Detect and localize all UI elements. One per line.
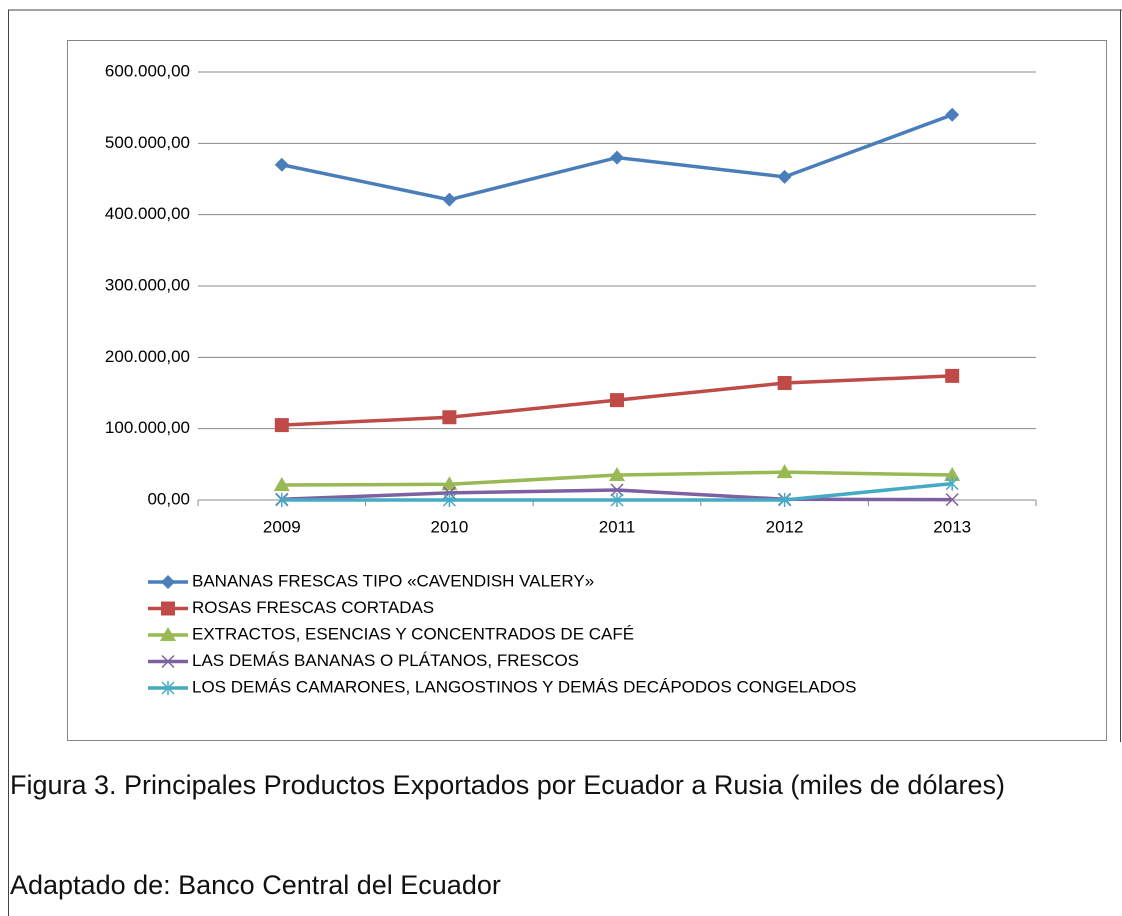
legend-label: ROSAS FRESCAS CORTADAS — [192, 598, 434, 617]
marker — [776, 464, 793, 479]
marker — [161, 575, 175, 589]
marker — [610, 483, 624, 497]
caption: Figura 3. Principales Productos Exportad… — [10, 770, 1005, 800]
legend-label: LAS DEMÁS BANANAS O PLÁTANOS, FRESCOS — [192, 651, 579, 670]
y-tick-label: 100.000,00 — [105, 418, 190, 437]
x-tick-label: 2009 — [263, 517, 301, 536]
marker — [275, 493, 289, 507]
marker — [609, 467, 625, 482]
y-tick-label: 200.000,00 — [105, 347, 190, 366]
y-tick-label: 500.000,00 — [105, 133, 190, 152]
marker — [161, 681, 175, 695]
marker — [945, 493, 959, 507]
marker — [610, 150, 624, 165]
marker — [778, 493, 792, 507]
legend-label: LOS DEMÁS CAMARONES, LANGOSTINOS Y DEMÁS… — [192, 677, 856, 696]
source: Adaptado de: Banco Central del Ecuador — [10, 870, 501, 900]
marker — [777, 376, 792, 391]
x-tick-label: 2010 — [430, 517, 468, 536]
marker — [945, 368, 960, 383]
y-tick-label: 300.000,00 — [105, 275, 190, 294]
marker — [161, 654, 175, 669]
marker — [442, 493, 456, 507]
marker — [945, 476, 959, 491]
y-tick-label: 00,00 — [147, 489, 190, 508]
x-tick-label: 2011 — [599, 517, 636, 536]
marker — [274, 418, 289, 433]
marker — [441, 476, 458, 491]
y-tick-label: 600.000,00 — [105, 61, 190, 80]
marker — [944, 467, 961, 482]
marker — [945, 107, 960, 122]
chart-border — [67, 40, 1107, 741]
marker — [274, 157, 289, 172]
legend-label: BANANAS FRESCAS TIPO «CAVENDISH VALERY» — [192, 571, 594, 590]
x-tick-label: 2013 — [933, 517, 971, 536]
marker — [442, 192, 457, 207]
marker — [777, 169, 792, 184]
legend-label: EXTRACTOS, ESENCIAS Y CONCENTRADOS DE CA… — [192, 624, 634, 643]
x-tick-label: 2012 — [766, 517, 804, 536]
y-tick-label: 400.000,00 — [105, 204, 190, 223]
marker — [161, 601, 175, 616]
marker — [160, 627, 176, 641]
marker — [610, 493, 624, 507]
marker — [610, 393, 624, 408]
marker — [442, 410, 457, 425]
marker — [273, 477, 290, 492]
